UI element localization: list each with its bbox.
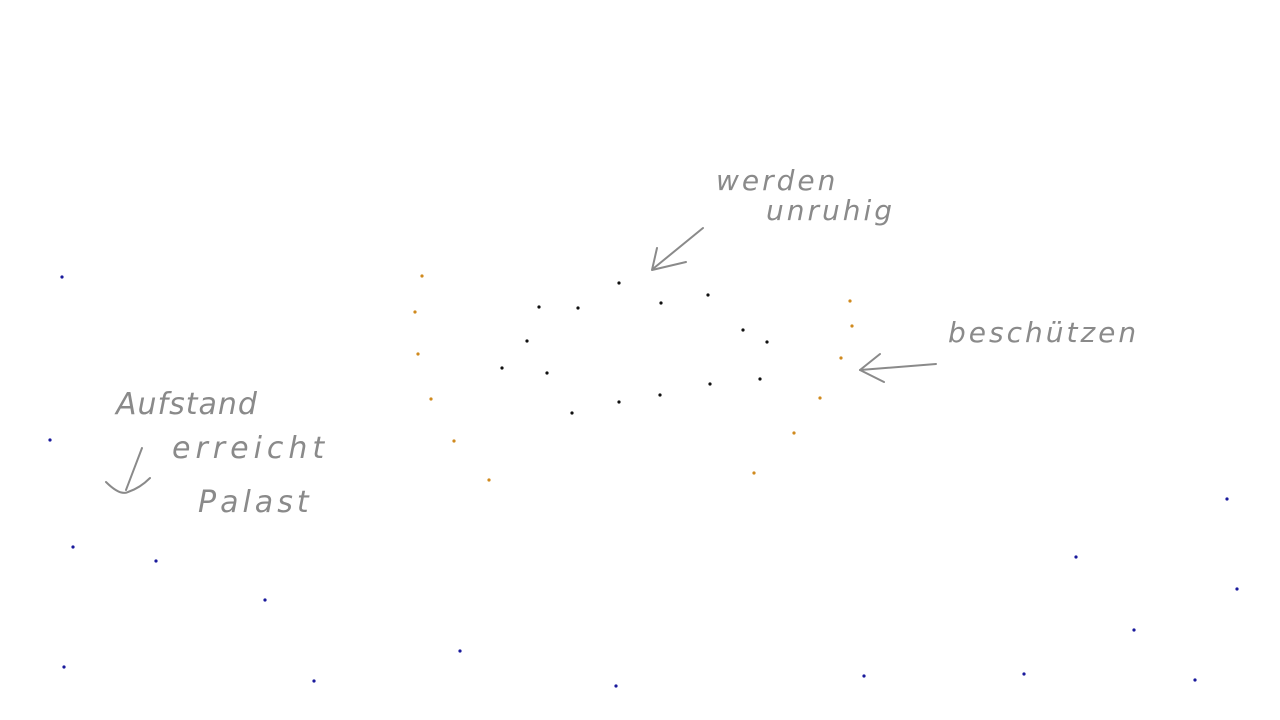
inner-dot [525, 339, 529, 343]
inner-dot-group [500, 281, 769, 415]
inner-dot [758, 377, 762, 381]
outer-dot [71, 545, 75, 549]
arrow-aufstand [125, 447, 143, 491]
inner-dot [765, 340, 769, 344]
inner-dot [545, 371, 549, 375]
middle-dot [752, 471, 756, 475]
outer-dot [1225, 497, 1229, 501]
annotation-erreicht: erreicht [172, 431, 329, 466]
middle-dot [487, 478, 491, 482]
inner-dot [659, 301, 663, 305]
outer-dot [614, 684, 618, 688]
annotation-werden-group: werden unruhig [651, 164, 895, 271]
outer-dot [62, 665, 66, 669]
arrow-aufstand-head [105, 477, 151, 494]
inner-dot [708, 382, 712, 386]
middle-dot [420, 274, 424, 278]
arrow-werden-head [651, 247, 687, 271]
annotation-werden: werden [716, 164, 838, 197]
middle-dot [850, 324, 854, 328]
middle-dot [429, 397, 433, 401]
inner-dot [617, 400, 621, 404]
arrow-beschuetzen [859, 363, 937, 371]
annotation-unruhig: unruhig [766, 194, 895, 227]
outer-dot [312, 679, 316, 683]
arrow-werden [653, 227, 704, 269]
outer-dot [458, 649, 462, 653]
annotation-aufstand: Aufstand [114, 387, 258, 422]
inner-dot [500, 366, 504, 370]
middle-dot [416, 352, 420, 356]
outer-dot [1193, 678, 1197, 682]
inner-dot [617, 281, 621, 285]
inner-dot [741, 328, 745, 332]
annotation-beschuetzen: beschützen [948, 316, 1139, 349]
annotation-aufstand-group: Aufstand erreicht Palast [105, 387, 329, 520]
outer-dot [1022, 672, 1026, 676]
outer-dot [154, 559, 158, 563]
middle-dot-group [413, 274, 854, 482]
middle-dot [818, 396, 822, 400]
annotation-beschuetzen-group: beschützen [859, 316, 1139, 383]
arrow-beschuetzen-head [859, 353, 885, 383]
middle-dot [413, 310, 417, 314]
annotation-palast: Palast [198, 485, 313, 520]
outer-dot [60, 275, 64, 279]
middle-dot [792, 431, 796, 435]
inner-dot [537, 305, 541, 309]
inner-dot [576, 306, 580, 310]
middle-dot [452, 439, 456, 443]
outer-dot-group [48, 275, 1239, 688]
inner-dot [570, 411, 574, 415]
outer-dot [263, 598, 267, 602]
middle-dot [848, 299, 852, 303]
inner-dot [658, 393, 662, 397]
outer-dot [1074, 555, 1078, 559]
inner-dot [706, 293, 710, 297]
outer-dot [48, 438, 52, 442]
middle-dot [839, 356, 843, 360]
outer-dot [1235, 587, 1239, 591]
outer-dot [862, 674, 866, 678]
outer-dot [1132, 628, 1136, 632]
